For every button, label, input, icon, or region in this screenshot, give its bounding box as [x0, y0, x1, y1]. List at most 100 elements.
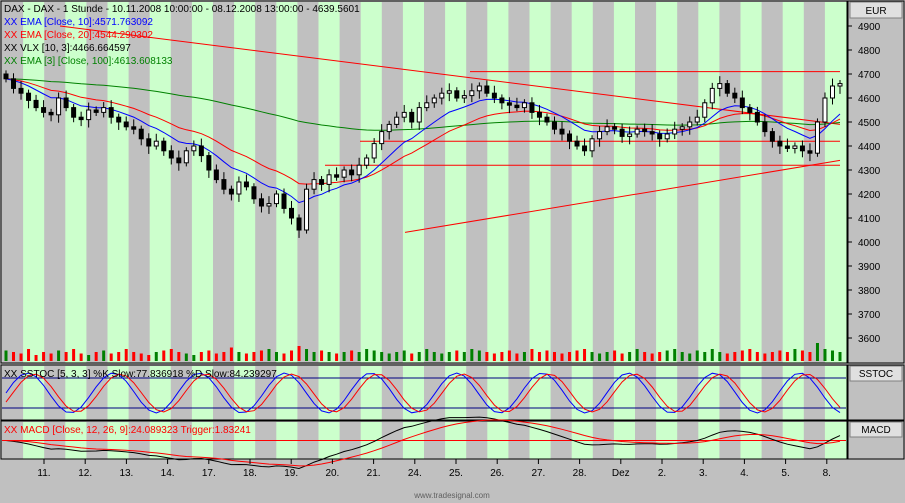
volume-bar [447, 352, 451, 361]
candle-body [777, 140, 783, 147]
volume-bar [613, 350, 617, 361]
candle-body [258, 198, 264, 207]
session-band [803, 366, 826, 420]
volume-bar [342, 352, 346, 361]
volume-bar [335, 353, 339, 361]
x-tick-label: 28. [573, 468, 587, 479]
sstoc-legend: XX SSTOC [5, 3, 3] %K Slow:77.836918 %D … [4, 369, 277, 380]
volume-bar [748, 349, 752, 361]
candle-body [634, 128, 640, 135]
session-band [128, 2, 151, 363]
candle-body [356, 164, 362, 176]
candle-body [334, 174, 340, 178]
candle-body [168, 150, 174, 159]
candle-body [33, 99, 39, 109]
candle-body [679, 126, 685, 130]
volume-bar [808, 352, 812, 361]
candle-body [754, 111, 760, 123]
volume-bar [778, 350, 782, 361]
volume-bar [395, 352, 399, 361]
session-band [656, 2, 678, 363]
candle-body [379, 131, 385, 145]
volume-bar [154, 352, 158, 361]
volume-bar [545, 350, 549, 361]
volume-bar [87, 355, 91, 361]
volume-bar [628, 352, 632, 361]
candle-body [672, 128, 678, 135]
volume-bar [4, 350, 8, 361]
candle-body [386, 123, 392, 133]
volume-bar [440, 353, 444, 361]
x-tick-label: 8. [823, 468, 831, 479]
session-band [719, 2, 741, 363]
volume-bar [650, 353, 654, 361]
volume-bar [530, 349, 534, 361]
session-band [487, 366, 509, 420]
sstoc-k-line [5, 372, 841, 414]
candle-body [424, 102, 430, 109]
volume-bar [350, 350, 354, 361]
volume-bar [568, 352, 572, 361]
volume-bar [305, 349, 309, 361]
candle-body [71, 107, 77, 118]
session-band [297, 2, 319, 363]
session-band [44, 366, 66, 420]
sstoc-lines [2, 372, 846, 414]
volume-bar [470, 349, 474, 361]
x-tick-label: 20. [325, 468, 339, 479]
watermark: www.tradesignal.com [413, 491, 490, 500]
session-band [445, 366, 467, 420]
macd-line [5, 416, 841, 470]
volume-bar [27, 349, 31, 361]
volume-bar [703, 352, 707, 361]
session-band [445, 2, 467, 363]
session-band [213, 366, 235, 420]
candle-body [86, 109, 92, 121]
volume-bar [830, 350, 834, 361]
volume-bar [49, 353, 53, 361]
session-band [44, 2, 66, 363]
volume-bar [72, 349, 76, 361]
session-band [550, 366, 573, 420]
volume-bar [455, 350, 459, 361]
volume-bar [387, 353, 391, 361]
volume-bar [425, 349, 429, 361]
volume-bar [740, 350, 744, 361]
candle-body [491, 92, 497, 99]
candle-body [251, 186, 257, 200]
volume-bar [710, 349, 714, 361]
session-band [191, 2, 214, 363]
volume-bar [184, 353, 188, 361]
candle-body [183, 150, 189, 164]
volume-bar [19, 353, 23, 361]
volume-bar [485, 352, 489, 361]
session-band [424, 2, 446, 363]
volume-bar [800, 350, 804, 361]
volume-bar [688, 353, 692, 361]
candle-body [446, 90, 452, 94]
volume-bar [162, 350, 166, 361]
candle-body [236, 181, 242, 195]
volume-bar [500, 352, 504, 361]
volume-bar [42, 352, 46, 361]
session-band [635, 2, 657, 363]
volume-bar [139, 353, 143, 361]
session-band [592, 2, 615, 363]
candle-body [146, 138, 152, 147]
candle-body [514, 104, 520, 109]
volume-bar [718, 352, 722, 361]
volume-bar [214, 353, 218, 361]
indicator-lines [5, 25, 841, 233]
candle-body [702, 102, 708, 118]
volume-bar [365, 349, 369, 361]
candle-body [807, 150, 813, 154]
y-tick-label: 3700 [858, 310, 881, 321]
candle-body [341, 169, 347, 178]
session-band [740, 2, 763, 363]
candle-body [822, 97, 828, 123]
volume-bar [643, 352, 647, 361]
sstoc-panel [0, 364, 848, 421]
candle-body [582, 145, 588, 152]
price-panel [0, 0, 848, 364]
session-band [508, 2, 530, 363]
